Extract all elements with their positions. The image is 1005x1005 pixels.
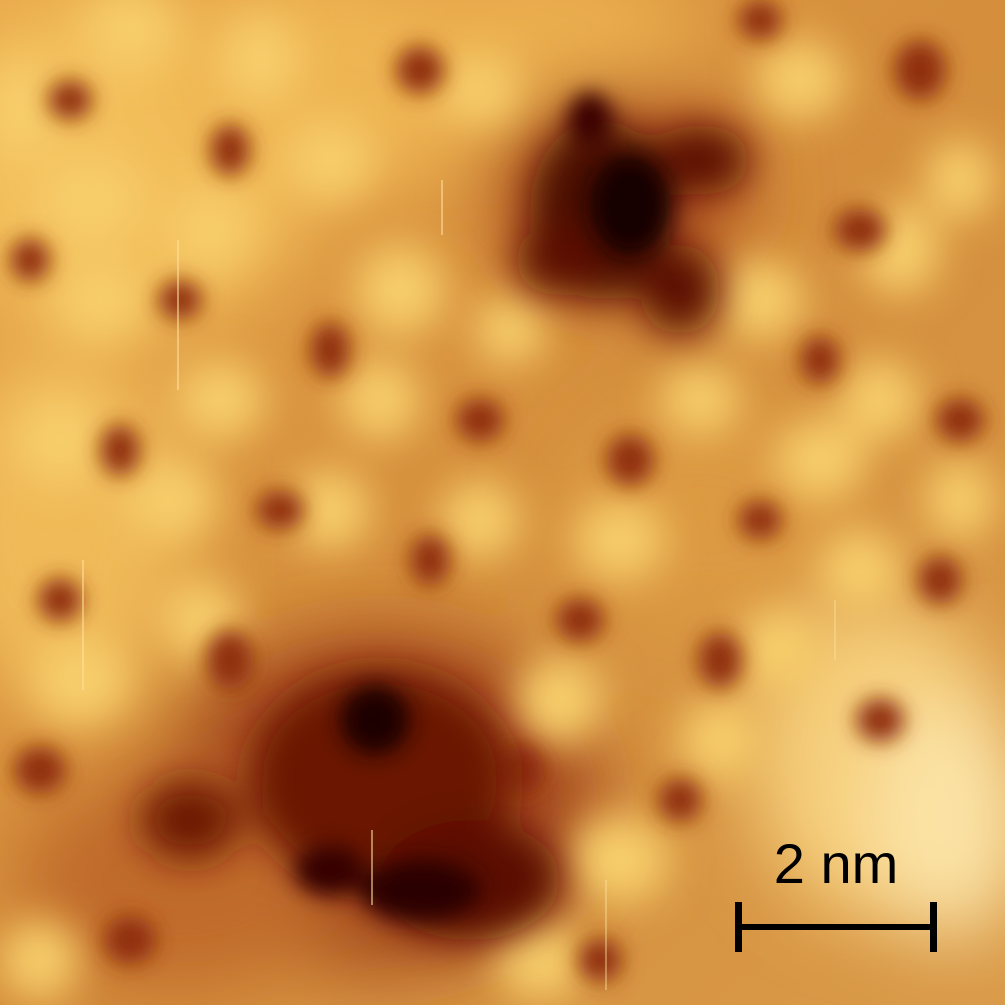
scale-bar-right-cap [930,902,937,952]
dark-depressions [10,0,984,982]
scale-bar-line [738,924,934,930]
lower-defect-core [295,685,480,920]
upper-defect-core [568,92,670,255]
scale-bar-label: 2 nm [773,832,899,895]
scan-streaks [82,180,836,990]
scale-bar: 2 nm [732,832,940,952]
